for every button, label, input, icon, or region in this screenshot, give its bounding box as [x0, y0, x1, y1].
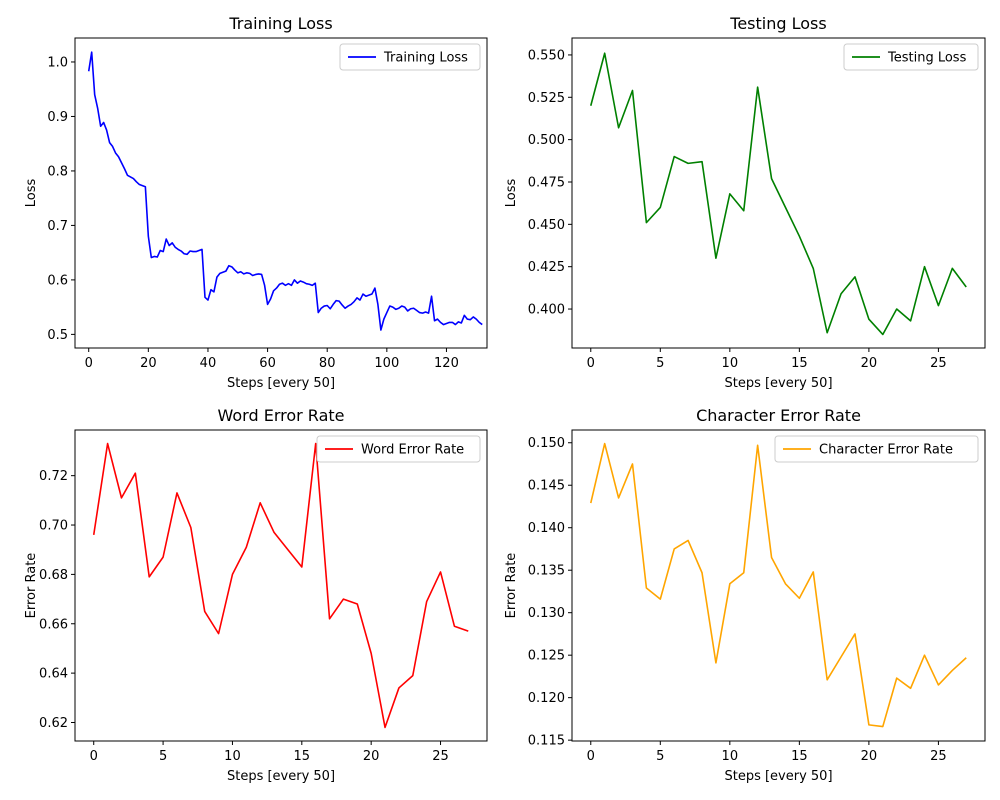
x-tick-label: 5 [656, 749, 664, 764]
chart-title: Testing Loss [729, 14, 826, 33]
y-tick-label: 0.525 [528, 91, 565, 106]
x-tick-label: 120 [434, 356, 459, 371]
y-tick-label: 0.64 [39, 667, 68, 682]
x-tick-label: 0 [90, 749, 98, 764]
x-tick-label: 0 [587, 749, 595, 764]
y-axis-label: Error Rate [504, 553, 519, 619]
y-tick-label: 0.135 [528, 564, 565, 579]
x-tick-label: 10 [722, 749, 739, 764]
y-tick-label: 0.120 [528, 691, 565, 706]
x-tick-label: 0 [587, 356, 595, 371]
plot-frame [571, 37, 986, 349]
series-line-3-1 [92, 442, 469, 729]
y-tick-label: 0.425 [528, 260, 565, 275]
plot-frame [74, 37, 488, 349]
x-tick-label: 25 [930, 356, 947, 371]
y-tick-label: 0.5 [47, 328, 68, 343]
plot-frame [571, 429, 986, 742]
x-tick-label: 15 [791, 749, 808, 764]
x-axis-label: Steps [every 50] [227, 376, 335, 391]
y-tick-label: 0.62 [39, 716, 68, 731]
chart-title: Word Error Rate [218, 406, 345, 425]
x-tick-label: 25 [930, 749, 947, 764]
chart-title: Training Loss [228, 14, 332, 33]
legend-box [774, 435, 979, 463]
legend-label: Training Loss [383, 51, 468, 66]
x-tick-label: 80 [319, 356, 336, 371]
legend-label: Character Error Rate [819, 443, 953, 458]
chart-title: Character Error Rate [696, 406, 861, 425]
y-tick-label: 0.130 [528, 606, 565, 621]
x-axis-label: Steps [every 50] [227, 769, 335, 784]
x-tick-label: 20 [140, 356, 157, 371]
y-tick-label: 0.6 [47, 273, 68, 288]
plot-frame [74, 429, 488, 742]
y-axis-label: Error Rate [24, 553, 39, 619]
x-tick-label: 40 [200, 356, 217, 371]
x-tick-label: 15 [294, 749, 311, 764]
x-tick-label: 20 [861, 356, 878, 371]
y-tick-label: 0.72 [39, 469, 68, 484]
y-tick-label: 0.7 [47, 219, 68, 234]
x-tick-label: 100 [374, 356, 399, 371]
x-axis-label: Steps [every 50] [724, 376, 832, 391]
legend: Training Loss [339, 43, 481, 71]
y-tick-label: 0.150 [528, 436, 565, 451]
x-tick-label: 10 [722, 356, 739, 371]
y-tick-label: 0.9 [47, 110, 68, 125]
y-tick-label: 0.400 [528, 303, 565, 318]
legend-box [339, 43, 481, 71]
legend-label: Testing Loss [887, 51, 967, 66]
legend-label: Word Error Rate [361, 443, 464, 458]
series-line-2-1 [589, 52, 967, 336]
x-tick-label: 25 [432, 749, 449, 764]
x-tick-label: 5 [656, 356, 664, 371]
y-tick-label: 0.68 [39, 568, 68, 583]
x-tick-label: 15 [791, 356, 808, 371]
y-tick-label: 0.500 [528, 133, 565, 148]
legend: Testing Loss [843, 43, 979, 71]
y-tick-label: 1.0 [47, 55, 68, 70]
series-line-1-1 [87, 51, 483, 331]
chart-panel-4: 0 5 10 15 20 25 0.115 0.120 0.125 0.130 0.135 0.140… [504, 406, 986, 784]
y-tick-label: 0.125 [528, 649, 565, 664]
legend-box [843, 43, 979, 71]
chart-panel-2: 0 5 10 15 20 25 0.400 0.425 0.450 0.475 0.500 0.525… [504, 14, 986, 391]
x-tick-label: 20 [363, 749, 380, 764]
chart-panel-3: 0 5 10 15 20 25 0.62 0.64 0.66 0.68 0.70 0.72 Word E… [24, 406, 488, 784]
x-tick-label: 20 [861, 749, 878, 764]
legend-box [316, 435, 481, 463]
y-tick-label: 0.475 [528, 175, 565, 190]
y-tick-label: 0.66 [39, 617, 68, 632]
y-tick-label: 0.70 [39, 519, 68, 534]
y-tick-label: 0.115 [528, 734, 565, 749]
x-tick-label: 0 [85, 356, 93, 371]
x-tick-label: 5 [159, 749, 167, 764]
x-tick-label: 10 [224, 749, 241, 764]
x-axis-label: Steps [every 50] [724, 769, 832, 784]
chart-panel-1: 0 20 40 60 80 100 120 0.5 0.6 0.7 0.8 0.9 1.0 Trainin… [24, 14, 488, 391]
legend: Character Error Rate [774, 435, 979, 463]
y-axis-label: Loss [504, 179, 519, 208]
y-tick-label: 0.140 [528, 521, 565, 536]
y-tick-label: 0.8 [47, 164, 68, 179]
legend: Word Error Rate [316, 435, 481, 463]
y-tick-label: 0.450 [528, 218, 565, 233]
y-axis-label: Loss [24, 179, 39, 208]
series-line-4-1 [589, 442, 967, 728]
y-tick-label: 0.145 [528, 479, 565, 494]
y-tick-label: 0.550 [528, 48, 565, 63]
x-tick-label: 60 [259, 356, 276, 371]
